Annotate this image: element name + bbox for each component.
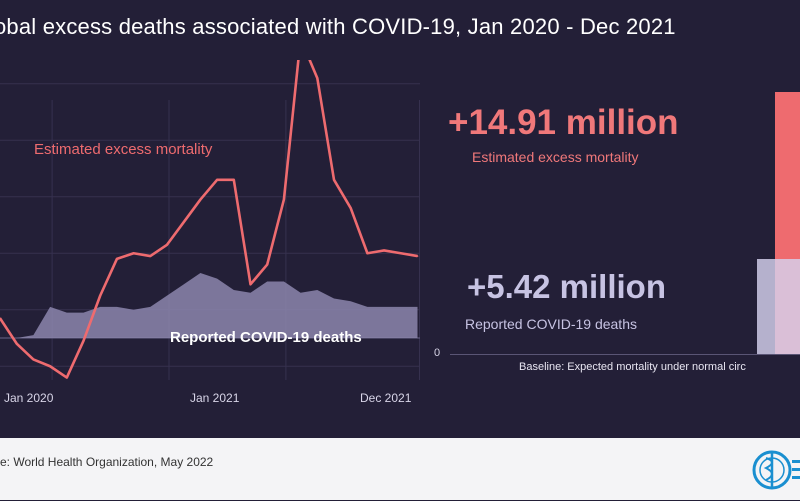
excess-point [0,317,1,320]
baseline-note: Baseline: Expected mortality under norma… [519,361,746,373]
excess-mortality-annotation: Estimated excess mortality [34,141,213,158]
excess-point [66,376,68,379]
excess-point [132,252,135,255]
excess-point [116,258,118,260]
excess-point [99,294,101,297]
excess-total-value: +14.91 million [448,103,679,142]
excess-point [199,198,202,201]
x-tick-label: Dec 2021 [360,391,412,405]
excess-point [416,255,419,257]
line-chart-svg: Estimated excess mortality Reported COVID… [0,37,420,405]
excess-point [49,365,51,368]
reported-deaths-area [0,273,418,338]
x-tick-label: Jan 2021 [190,391,240,405]
excess-point [349,207,352,209]
excess-point [283,198,285,201]
excess-point [266,263,269,266]
excess-point [316,77,319,79]
excess-point [166,243,168,246]
line-chart: Estimated excess mortality Reported COVID… [0,37,420,438]
excess-point [233,179,235,181]
reported-total-bar [757,259,800,354]
source-note: e: World Health Organization, May 2022 [0,455,214,469]
excess-point [32,358,35,361]
footer [0,438,800,500]
excess-point [149,255,152,257]
zero-tick-label: 0 [434,347,441,359]
excess-point [383,249,385,252]
reported-total-label: Reported COVID-19 deaths [465,316,637,332]
excess-total-label: Estimated excess mortality [472,149,639,165]
excess-mortality-line [0,37,418,379]
page-title: obal excess deaths associated with COVID… [0,14,676,39]
x-tick-label: Jan 2020 [4,391,54,405]
chart-area [0,60,800,438]
excess-point [82,340,85,342]
excess-point [366,252,369,255]
excess-point [333,179,335,181]
baseline-line [450,354,800,355]
excess-point [400,252,402,255]
excess-point [249,283,252,286]
who-emblem-icon [748,444,800,496]
reported-total-value: +5.42 million [467,268,666,305]
excess-point [216,179,218,181]
excess-point [182,221,185,223]
reported-deaths-annotation: Reported COVID-19 deaths [170,329,362,346]
excess-point [15,342,18,345]
